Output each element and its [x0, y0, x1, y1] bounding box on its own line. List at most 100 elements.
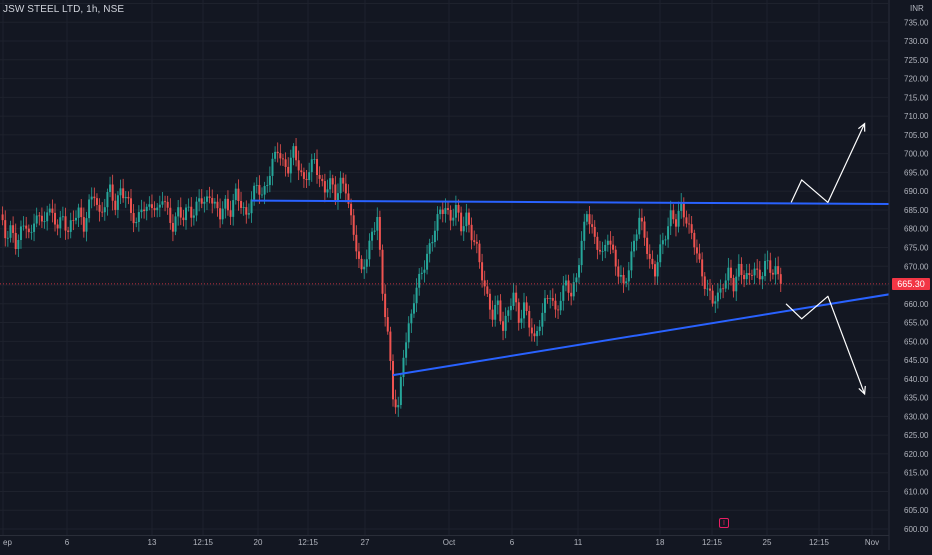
candle-body [512, 292, 515, 306]
candle-body [232, 200, 235, 217]
candle-body [40, 215, 43, 222]
candle-body [722, 288, 725, 290]
candle-body [77, 207, 80, 218]
candle-body [698, 253, 701, 260]
candle-body [43, 221, 46, 222]
candle-body [258, 184, 261, 195]
candle-body [575, 277, 578, 283]
candle-body [753, 268, 756, 276]
candle-body [122, 188, 125, 199]
candle-body [305, 178, 308, 181]
candle-body [292, 146, 295, 158]
price-tick-label: 710.00 [904, 112, 929, 121]
candle-body [543, 298, 546, 313]
candle-body [601, 251, 604, 252]
candle-body [433, 230, 436, 243]
candle-body [737, 263, 740, 277]
candle-body [211, 197, 214, 204]
candle-body [247, 213, 250, 215]
price-tick-label: 630.00 [904, 412, 929, 421]
candle-body [709, 288, 712, 291]
candle-body [690, 224, 693, 233]
candle-body [612, 244, 615, 250]
time-tick-label: 20 [254, 538, 263, 547]
candle-body [405, 342, 408, 358]
candle-body [289, 157, 292, 174]
candle-body [491, 309, 494, 320]
candle-body [562, 285, 565, 301]
candle-body [766, 260, 769, 262]
candle-body [169, 207, 172, 223]
candle-body [743, 274, 746, 280]
candle-body [578, 265, 581, 278]
candle-body [533, 333, 536, 337]
time-tick-label: 18 [656, 538, 665, 547]
candle-body [363, 266, 366, 270]
candle-body [517, 302, 520, 323]
candle-body [187, 206, 190, 208]
candle-body [103, 207, 106, 213]
candle-body [617, 266, 620, 277]
candle-body [174, 216, 177, 232]
candle-body [22, 225, 25, 227]
time-tick-label: 6 [510, 538, 515, 547]
symbol-title: JSW STEEL LTD, 1h, NSE [3, 4, 125, 15]
candle-body [1, 214, 4, 221]
candle-body [329, 178, 332, 190]
candle-body [281, 158, 284, 160]
candle-body [695, 247, 698, 254]
candle-body [769, 260, 772, 273]
candle-body [774, 266, 777, 275]
candle-body [483, 280, 486, 287]
candle-body [551, 298, 554, 301]
candle-body [318, 175, 321, 179]
candle-body [234, 188, 237, 201]
candle-body [745, 273, 748, 280]
candle-body [263, 186, 266, 195]
candle-body [648, 253, 651, 259]
candle-body [19, 226, 22, 240]
candle-body [284, 159, 287, 167]
candle-body [546, 298, 549, 299]
candle-body [190, 206, 193, 218]
price-tick-label: 720.00 [904, 75, 929, 84]
candle-body [274, 151, 277, 159]
candle-body [373, 230, 376, 232]
candle-body [316, 159, 319, 176]
price-tick-label: 650.00 [904, 337, 929, 346]
candle-body [295, 146, 298, 161]
candle-body [549, 298, 552, 299]
price-tick-label: 675.00 [904, 243, 929, 252]
candle-body [109, 184, 112, 193]
candle-body [90, 196, 93, 200]
price-axis-background [889, 0, 932, 550]
candle-body [80, 207, 83, 218]
candle-body [46, 212, 49, 222]
candle-body [771, 272, 774, 275]
price-tick-label: 640.00 [904, 375, 929, 384]
breakout-up-arrow-head [858, 122, 866, 132]
candle-body [486, 286, 489, 294]
candle-body [496, 300, 499, 305]
last-price-tag: 665.30 [892, 277, 930, 290]
price-tick-label: 645.00 [904, 356, 929, 365]
candle-body [242, 207, 245, 208]
candle-body [111, 184, 114, 201]
candle-body [17, 239, 20, 249]
candle-body [703, 276, 706, 289]
drawings[interactable] [251, 122, 932, 396]
candle-body [6, 237, 9, 239]
candle-body [253, 185, 256, 200]
candle-body [323, 181, 326, 193]
candle-body [137, 212, 140, 222]
price-tick-label: 730.00 [904, 37, 929, 46]
candle-body [161, 201, 164, 205]
event-marker-badge[interactable]: I [719, 518, 729, 528]
candle-body [164, 201, 167, 203]
price-tick-label: 705.00 [904, 131, 929, 140]
candle-body [38, 215, 41, 217]
currency-unit: INR [910, 4, 924, 13]
candle-body [59, 217, 62, 229]
